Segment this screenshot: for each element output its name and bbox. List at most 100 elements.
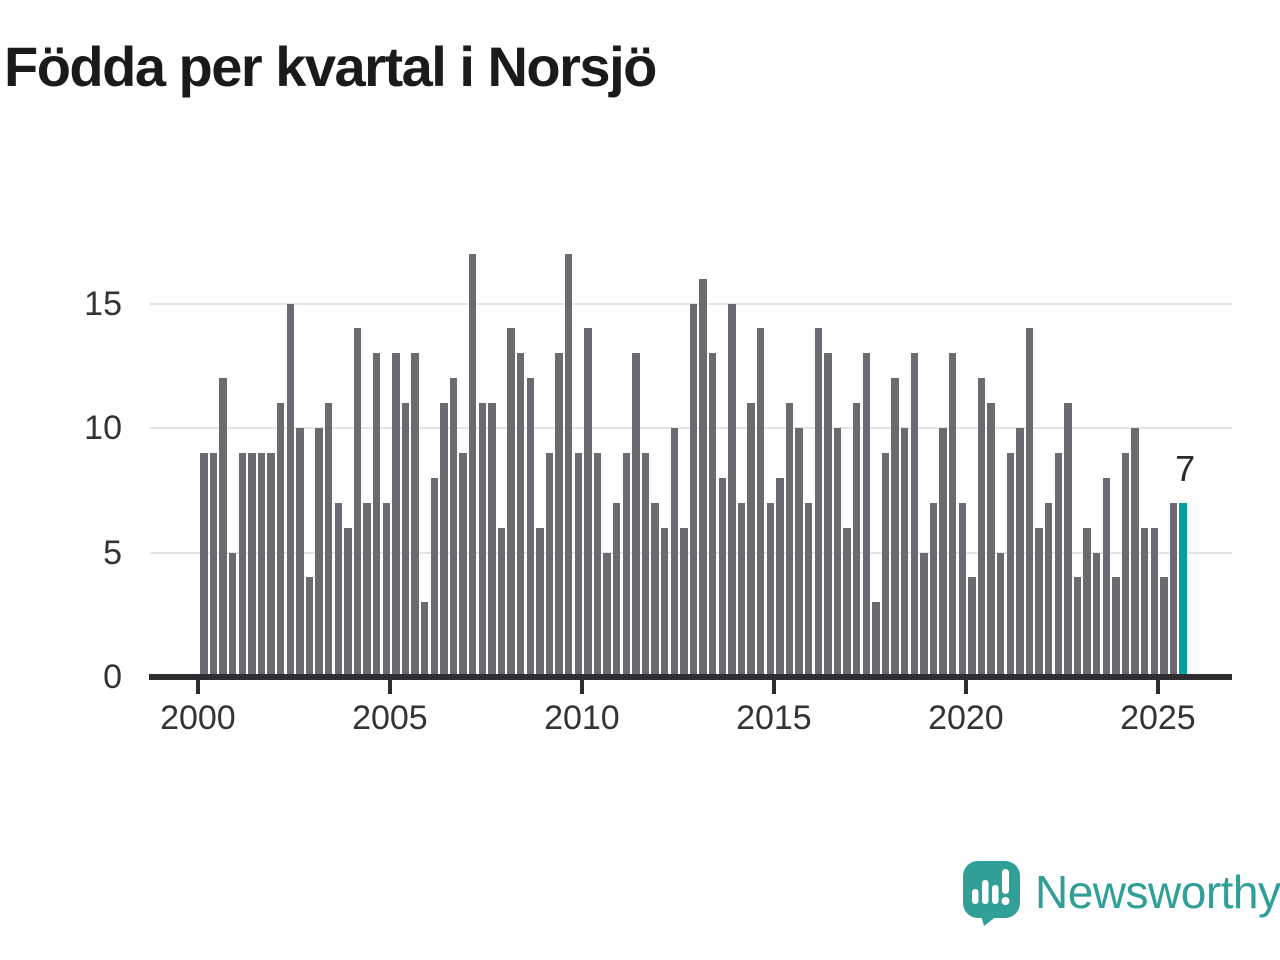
bar xyxy=(353,328,362,677)
bar xyxy=(958,502,967,677)
x-axis-label-2020: 2020 xyxy=(928,699,1004,737)
newsworthy-logo-icon xyxy=(963,861,1020,926)
bar xyxy=(708,353,717,677)
bar xyxy=(1073,577,1082,677)
bar xyxy=(785,403,794,677)
bar xyxy=(1083,527,1091,677)
highlighted-bar xyxy=(1179,502,1187,677)
bar xyxy=(977,378,986,677)
y-axis-label-15: 15 xyxy=(84,284,122,323)
x-axis-label-2010: 2010 xyxy=(544,699,620,737)
bar xyxy=(497,527,506,677)
bar-value-annotation: 7 xyxy=(1175,447,1196,489)
bar xyxy=(680,527,688,677)
bar xyxy=(555,353,563,677)
bar xyxy=(593,452,602,677)
bar xyxy=(545,452,554,677)
y-axis-label-5: 5 xyxy=(103,533,122,572)
x-tick-2020 xyxy=(963,680,968,694)
bar xyxy=(420,602,429,677)
newsworthy-logo: Newsworthy xyxy=(962,860,1280,926)
y-axis-label-0: 0 xyxy=(103,658,122,696)
bar xyxy=(612,502,621,677)
bar xyxy=(478,403,487,677)
bar xyxy=(1025,328,1034,677)
bar xyxy=(411,353,419,677)
x-axis-label-2015: 2015 xyxy=(736,699,812,737)
bar xyxy=(267,452,275,677)
bar xyxy=(670,428,679,677)
bar xyxy=(363,502,371,677)
bar xyxy=(507,328,515,677)
bar xyxy=(392,353,400,677)
bar xyxy=(728,303,736,677)
bar xyxy=(843,527,851,677)
bar xyxy=(430,477,439,677)
x-tick-2010 xyxy=(579,680,584,694)
bar xyxy=(257,452,266,677)
bar xyxy=(804,502,813,677)
bar xyxy=(891,378,899,677)
bar xyxy=(315,428,323,677)
bar xyxy=(200,452,208,677)
bar xyxy=(987,403,995,677)
bar xyxy=(526,378,535,677)
bar xyxy=(1150,527,1159,677)
bar xyxy=(286,303,295,677)
bar xyxy=(564,253,573,677)
bar xyxy=(1092,552,1101,677)
x-tick-2000 xyxy=(195,680,200,694)
bar xyxy=(1121,452,1130,677)
bar xyxy=(468,253,477,677)
bar xyxy=(1169,502,1178,677)
bar xyxy=(814,328,823,677)
bar xyxy=(372,353,381,677)
bar xyxy=(900,428,909,677)
bar xyxy=(795,428,803,677)
bar xyxy=(1160,577,1168,677)
bar xyxy=(584,328,592,677)
bar xyxy=(324,403,333,677)
bar xyxy=(1006,452,1015,677)
bar xyxy=(305,577,314,677)
bar xyxy=(737,502,746,677)
bar xyxy=(632,353,640,677)
bar xyxy=(833,428,842,677)
bar xyxy=(276,403,285,677)
bar xyxy=(344,527,352,677)
x-axis-label-2025: 2025 xyxy=(1120,699,1196,737)
bar xyxy=(603,552,611,677)
bar xyxy=(881,452,890,677)
bar xyxy=(689,303,698,677)
bar xyxy=(516,353,525,677)
bar xyxy=(296,428,304,677)
newsworthy-logo-text: Newsworthy xyxy=(1035,866,1280,918)
bar xyxy=(996,552,1005,677)
bar xyxy=(824,353,832,677)
bar xyxy=(929,502,938,677)
bar xyxy=(699,278,707,677)
bar xyxy=(756,328,765,677)
bar xyxy=(747,403,755,677)
bar xyxy=(1016,428,1024,677)
bar xyxy=(852,403,861,677)
bar xyxy=(219,378,227,677)
bar xyxy=(1112,577,1120,677)
bar xyxy=(910,353,919,677)
bar xyxy=(1044,502,1053,677)
bar xyxy=(459,452,467,677)
x-axis-label-2000: 2000 xyxy=(160,699,236,737)
chart-title: Födda per kvartal i Norsjö xyxy=(4,35,657,98)
bar xyxy=(968,577,976,677)
bar xyxy=(622,452,631,677)
bar xyxy=(228,552,237,677)
bar xyxy=(1054,452,1063,677)
bar xyxy=(440,403,448,677)
x-tick-2015 xyxy=(771,680,776,694)
bar xyxy=(209,452,218,677)
bar xyxy=(939,428,947,677)
bar xyxy=(872,602,880,677)
bar xyxy=(334,502,343,677)
